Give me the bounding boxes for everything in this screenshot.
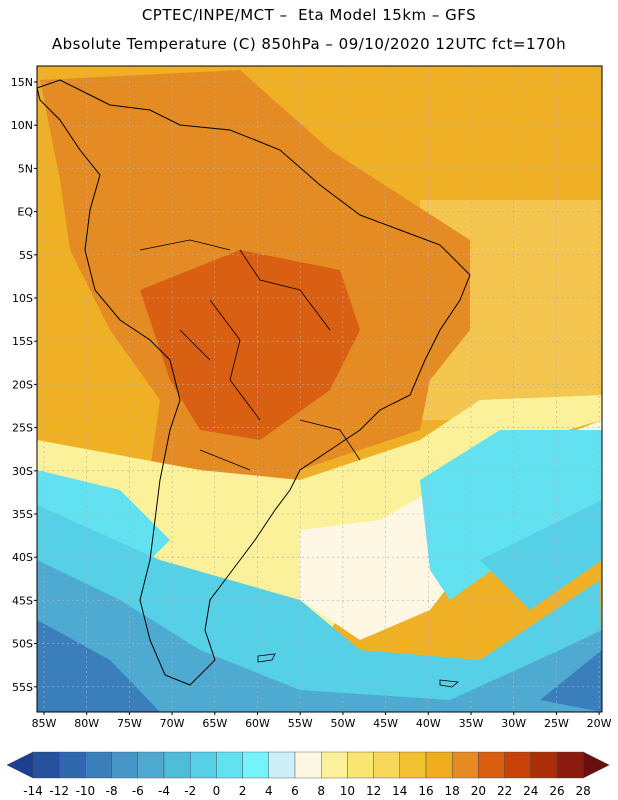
latitude-tick-label: 20S — [12, 378, 33, 391]
colorbar-swatch — [294, 751, 322, 779]
longitude-tick-label: 65W — [202, 717, 227, 730]
latitude-tick-label: 5N — [18, 162, 33, 175]
colorbar-swatch — [425, 751, 453, 779]
longitude-tick-label: 50W — [330, 717, 355, 730]
colorbar-label: 2 — [239, 784, 247, 798]
colorbar-swatch — [452, 751, 479, 779]
colorbar-min-arrow — [6, 751, 34, 779]
colorbar-label: 10 — [340, 784, 355, 798]
colorbar-swatch — [59, 751, 86, 779]
colorbar-label: 24 — [523, 784, 538, 798]
longitude-tick-label: 60W — [245, 717, 270, 730]
latitude-tick-label: 55S — [12, 681, 33, 694]
cold-region — [37, 560, 602, 712]
colorbar-swatch — [347, 751, 374, 779]
country-borders — [139, 239, 361, 471]
latitude-tick-label: 15S — [12, 335, 33, 348]
colorbar-swatch — [478, 751, 505, 779]
coldest-region — [37, 620, 602, 712]
longitude-axis: 85W 80W 75W 70W 65W 60W 55W 50W 45W 40W 35W 30W 25W 2… — [32, 712, 612, 730]
map-title-line2: Absolute Temperature (C) 850hPa – 09/10/… — [51, 35, 567, 53]
latitude-tick-label: EQ — [17, 206, 33, 219]
islands — [257, 653, 459, 688]
longitude-tick-label: 25W — [544, 717, 569, 730]
colorbar-label: 28 — [576, 784, 591, 798]
colorbar-label: -4 — [158, 784, 170, 798]
colorbar-label: -8 — [106, 784, 118, 798]
colorbar-label: 6 — [291, 784, 299, 798]
colorbar-swatch — [373, 751, 401, 779]
colorbar-label: 4 — [265, 784, 273, 798]
colorbar-label: 26 — [549, 784, 564, 798]
map-frame — [36, 65, 603, 713]
latitude-tick-label: 10N — [11, 119, 33, 132]
colorbar-label: 22 — [497, 784, 512, 798]
colorbar-swatch — [111, 751, 138, 779]
colorbar-swatch — [163, 751, 191, 779]
latitude-tick-label: 30S — [12, 465, 33, 478]
colorbar-swatch — [530, 751, 558, 779]
colorbar-label: 18 — [445, 784, 460, 798]
colorbar-swatch — [504, 751, 532, 779]
latitude-tick-label: 35S — [12, 508, 33, 521]
latitude-tick-label: 25S — [12, 422, 33, 435]
colorbar-label: 20 — [471, 784, 486, 798]
temperature-field — [37, 66, 602, 712]
longitude-tick-label: 75W — [117, 717, 142, 730]
colorbar-label: -2 — [184, 784, 196, 798]
latitude-tick-label: 50S — [12, 638, 33, 651]
latitude-tick-label: 40S — [12, 551, 33, 564]
longitude-tick-label: 80W — [74, 717, 99, 730]
colorbar-swatch — [137, 751, 165, 779]
longitude-tick-label: 35W — [459, 717, 484, 730]
colorbar-label: -6 — [132, 784, 144, 798]
latitude-tick-label: 45S — [12, 594, 33, 607]
colorbar-label: 8 — [317, 784, 325, 798]
colorbar-label: 0 — [213, 784, 221, 798]
colorbar-swatch — [32, 751, 60, 779]
longitude-tick-label: 40W — [416, 717, 441, 730]
latitude-tick-label: 10S — [12, 292, 33, 305]
colorbar-label: -14 — [23, 784, 43, 798]
map-title-line1: CPTEC/INPE/MCT – Eta Model 15km – GFS — [141, 6, 477, 24]
colorbar-swatch — [216, 751, 243, 779]
cyan-band — [37, 430, 602, 600]
longitude-tick-label: 30W — [501, 717, 526, 730]
hot-core-region — [140, 250, 360, 440]
colorbar-swatch — [85, 751, 112, 779]
south-america-coastline — [37, 79, 471, 686]
latitude-axis: 15N 10N 5N EQ 5S 10S 15S 20S 25S 30S 35S 40S 45S 50S 5… — [11, 76, 37, 694]
longitude-tick-label: 70W — [160, 717, 185, 730]
colorbar-label: 14 — [392, 784, 407, 798]
longitude-tick-label: 45W — [373, 717, 398, 730]
colorbar-label: 12 — [366, 784, 381, 798]
latitude-tick-label: 5S — [19, 249, 33, 262]
colorbar-label: -12 — [49, 784, 69, 798]
colorbar: -14 -12 -10 -8 -6 -4 -2 0 2 4 6 8 10 12 14 16 18 20 22 24 26… — [6, 751, 610, 798]
colorbar-swatch — [268, 751, 296, 779]
colorbar-swatch — [189, 751, 217, 779]
colorbar-swatch — [242, 751, 270, 779]
longitude-tick-label: 20W — [587, 717, 612, 730]
colorbar-max-arrow — [582, 751, 610, 779]
colorbar-swatch — [321, 751, 348, 779]
colorbar-label: 16 — [418, 784, 433, 798]
longitude-tick-label: 85W — [32, 717, 57, 730]
latitude-tick-label: 15N — [11, 76, 33, 89]
colorbar-swatch — [556, 751, 584, 779]
colorbar-swatch — [399, 751, 427, 779]
longitude-tick-label: 55W — [288, 717, 313, 730]
gridlines — [37, 66, 602, 712]
colorbar-label: -10 — [76, 784, 96, 798]
